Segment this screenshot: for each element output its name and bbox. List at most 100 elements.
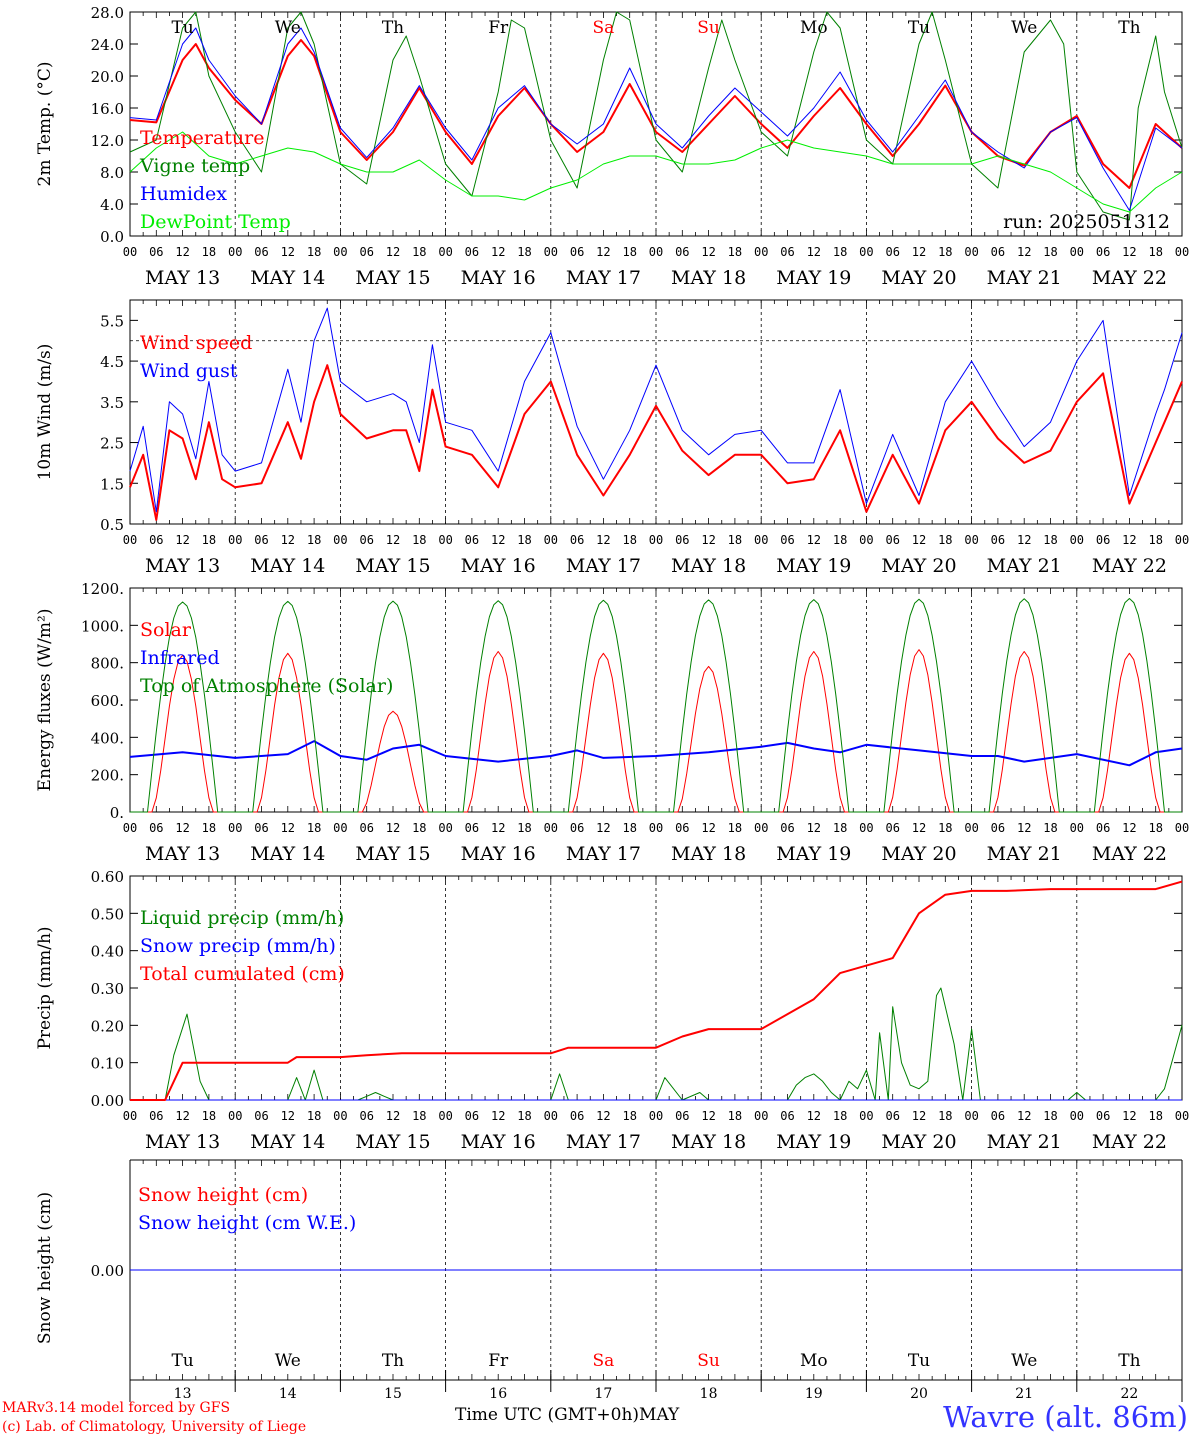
x-hour-label: 18: [622, 245, 636, 259]
y-tick-label: 400.: [91, 729, 124, 747]
x-hour-label: 12: [281, 245, 295, 259]
x-hour-label: 06: [570, 245, 584, 259]
x-hour-label: 06: [359, 1109, 373, 1123]
x-hour-label: 12: [912, 245, 926, 259]
y-axis-label: Precip (mm/h): [35, 926, 55, 1049]
bottom-weekday-label: Mo: [800, 1351, 828, 1371]
x-date-label: MAY 13: [145, 1131, 220, 1153]
x-hour-label: 00: [228, 245, 242, 259]
x-hour-label: 00: [544, 245, 558, 259]
x-date-label: MAY 20: [881, 1131, 956, 1153]
x-hour-label: 18: [728, 1109, 742, 1123]
legend-entry: Total cumulated (cm): [140, 963, 345, 985]
y-tick-label: 28.0: [91, 4, 124, 22]
x-hour-label: 06: [359, 245, 373, 259]
x-hour-label: 12: [175, 245, 189, 259]
bottom-weekday-label: Th: [1118, 1351, 1140, 1371]
bottom-weekday-label: Tu: [171, 1351, 193, 1371]
weekday-label: Mo: [800, 18, 828, 38]
x-date-label: MAY 14: [250, 267, 325, 289]
legend-entry: Temperature: [140, 127, 264, 149]
x-hour-label: 00: [1070, 821, 1084, 835]
x-hour-label: 18: [307, 245, 321, 259]
y-tick-label: 0.30: [91, 980, 124, 998]
y-tick-label: 0.10: [91, 1055, 124, 1073]
x-hour-label: 18: [938, 245, 952, 259]
x-date-label: MAY 16: [461, 267, 536, 289]
legend-entry: Vigne temp: [139, 155, 250, 177]
x-hour-label: 12: [807, 1109, 821, 1123]
x-hour-label: 18: [1043, 821, 1057, 835]
series-line: [129, 364, 1183, 521]
x-hour-label: 06: [675, 245, 689, 259]
x-hour-label: 00: [1175, 533, 1189, 547]
bottom-weekday-label: Tu: [908, 1351, 930, 1371]
y-axis-label: 2m Temp. (°C): [35, 61, 55, 186]
x-date-label: MAY 14: [250, 1131, 325, 1153]
x-hour-label: 06: [780, 1109, 794, 1123]
x-date-label: MAY 16: [461, 555, 536, 577]
x-date-label: MAY 13: [145, 267, 220, 289]
x-hour-label: 06: [1096, 1109, 1110, 1123]
x-hour-label: 00: [1175, 245, 1189, 259]
legend-entry: Humidex: [140, 183, 227, 205]
x-hour-label: 06: [885, 533, 899, 547]
y-axis-label: Energy fluxes (W/m²): [35, 609, 55, 792]
x-hour-label: 00: [649, 245, 663, 259]
x-hour-label: 12: [491, 533, 505, 547]
x-date-label: MAY 22: [1092, 267, 1167, 289]
x-hour-label: 06: [254, 1109, 268, 1123]
x-hour-label: 00: [438, 1109, 452, 1123]
x-hour-label: 00: [1175, 1109, 1189, 1123]
x-hour-label: 06: [570, 821, 584, 835]
x-hour-label: 00: [964, 1109, 978, 1123]
x-hour-label: 18: [622, 821, 636, 835]
x-axis-title-text: Time UTC (GMT+0h): [455, 1405, 640, 1425]
bottom-weekday-label: Sa: [593, 1351, 615, 1371]
x-hour-label: 06: [254, 533, 268, 547]
x-hour-label: 00: [754, 245, 768, 259]
x-hour-label: 00: [333, 821, 347, 835]
x-hour-label: 06: [675, 533, 689, 547]
legend-entry: DewPoint Temp: [140, 211, 291, 233]
x-hour-label: 06: [570, 533, 584, 547]
x-hour-label: 18: [833, 245, 847, 259]
x-hour-label: 12: [1017, 821, 1031, 835]
x-hour-label: 18: [307, 533, 321, 547]
y-tick-label: 800.: [91, 655, 124, 673]
x-hour-label: 12: [912, 533, 926, 547]
bottom-day-number: 22: [1120, 1386, 1138, 1402]
x-hour-label: 12: [175, 533, 189, 547]
x-hour-label: 12: [281, 533, 295, 547]
x-date-label: MAY 22: [1092, 843, 1167, 865]
x-hour-label: 18: [202, 821, 216, 835]
model-credit: MARv3.14 model forced by GFS: [2, 1400, 231, 1416]
x-date-label: MAY 17: [566, 267, 641, 289]
x-hour-label: 12: [1122, 821, 1136, 835]
weekday-label: Fr: [488, 18, 509, 38]
x-hour-label: 18: [1043, 245, 1057, 259]
y-tick-label: 5.5: [100, 312, 124, 330]
x-hour-label: 06: [991, 533, 1005, 547]
x-hour-label: 06: [149, 1109, 163, 1123]
x-hour-label: 18: [728, 821, 742, 835]
x-hour-label: 12: [281, 1109, 295, 1123]
legend-entry: Wind gust: [140, 360, 238, 382]
x-hour-label: 18: [517, 1109, 531, 1123]
x-hour-label: 00: [964, 821, 978, 835]
series-line: [130, 598, 1182, 813]
x-hour-label: 18: [622, 533, 636, 547]
x-hour-label: 00: [859, 1109, 873, 1123]
x-hour-label: 18: [728, 533, 742, 547]
legend-entry: Snow height (cm W.E.): [138, 1212, 356, 1234]
x-hour-label: 18: [938, 533, 952, 547]
y-tick-label: 0.00: [91, 1092, 124, 1110]
y-axis-label: Snow height (cm): [35, 1192, 55, 1344]
x-hour-label: 00: [228, 821, 242, 835]
x-hour-label: 00: [123, 1109, 137, 1123]
x-hour-label: 12: [912, 821, 926, 835]
x-hour-label: 18: [1043, 533, 1057, 547]
weekday-label: Tu: [908, 18, 930, 38]
bottom-day-number: 13: [174, 1386, 192, 1402]
